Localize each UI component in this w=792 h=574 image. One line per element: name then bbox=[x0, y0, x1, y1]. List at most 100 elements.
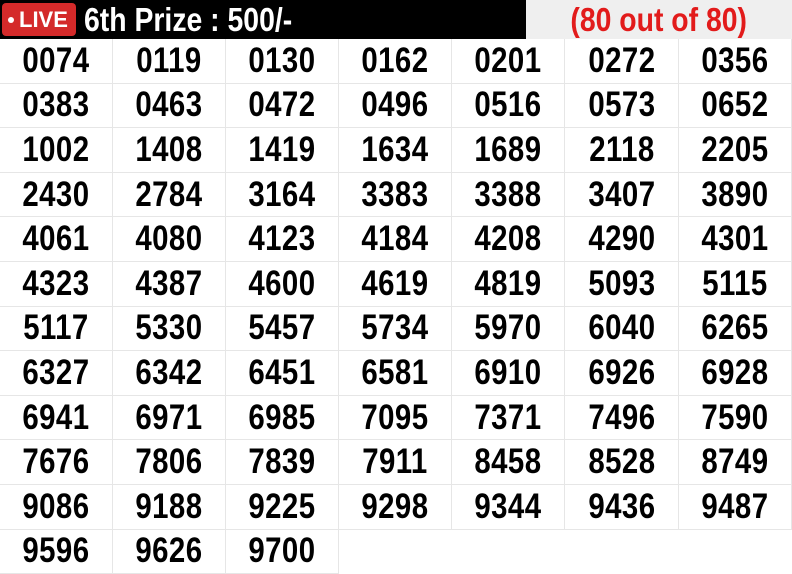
number-cell: 8749 bbox=[678, 440, 792, 485]
number-cell: 4290 bbox=[565, 217, 679, 262]
winning-number: 2784 bbox=[135, 174, 203, 214]
winning-number: 4290 bbox=[587, 219, 656, 259]
winning-number: 4061 bbox=[22, 219, 90, 259]
winning-number: 2118 bbox=[588, 129, 655, 169]
number-cell: 9700 bbox=[226, 529, 340, 574]
number-cell: 0074 bbox=[0, 39, 114, 84]
number-cell: 1002 bbox=[0, 128, 114, 173]
number-cell: 4819 bbox=[452, 261, 566, 307]
winning-number: 6926 bbox=[587, 352, 656, 392]
winning-number: 7496 bbox=[587, 397, 656, 437]
winning-number: 0356 bbox=[701, 40, 769, 80]
number-cell: 9188 bbox=[113, 484, 227, 530]
winning-number: 9626 bbox=[135, 531, 203, 571]
number-cell: 4061 bbox=[0, 217, 114, 262]
winning-number: 9086 bbox=[22, 486, 90, 526]
winning-number: 4301 bbox=[701, 219, 769, 259]
winning-number: 9188 bbox=[135, 486, 203, 526]
winning-number: 6985 bbox=[248, 397, 316, 437]
winning-number: 4600 bbox=[248, 263, 316, 303]
winning-number: 4208 bbox=[474, 219, 542, 259]
number-cell: 6926 bbox=[565, 351, 679, 396]
number-cell: 5093 bbox=[565, 261, 679, 307]
live-dot-icon bbox=[8, 16, 14, 23]
number-cell: 7806 bbox=[113, 440, 227, 485]
number-cell: 6265 bbox=[678, 306, 792, 352]
winning-number: 6451 bbox=[248, 352, 316, 392]
winning-number: 7676 bbox=[22, 442, 90, 482]
winning-number: 6941 bbox=[22, 397, 90, 437]
winning-number: 5734 bbox=[361, 308, 429, 348]
number-cell: 4208 bbox=[452, 217, 566, 262]
number-cell: 9626 bbox=[113, 529, 227, 574]
number-cell: 4387 bbox=[113, 261, 227, 307]
number-cell: 6971 bbox=[113, 395, 227, 441]
number-cell: 6040 bbox=[565, 306, 679, 352]
winning-number: 7095 bbox=[361, 397, 429, 437]
winning-number: 6971 bbox=[135, 397, 203, 437]
winning-number: 4819 bbox=[474, 263, 542, 303]
number-cell: 2784 bbox=[113, 172, 227, 218]
number-cell: 4080 bbox=[113, 217, 227, 262]
winning-number: 7590 bbox=[701, 397, 769, 437]
winning-number: 7839 bbox=[248, 442, 316, 482]
number-cell: 5117 bbox=[0, 306, 114, 352]
winning-number: 9344 bbox=[474, 486, 542, 526]
winning-number: 3388 bbox=[474, 174, 542, 214]
winning-number: 4184 bbox=[361, 219, 429, 259]
number-cell: 4301 bbox=[678, 217, 792, 262]
prize-title: 6th Prize : 500/- bbox=[83, 0, 293, 38]
winning-number: 6040 bbox=[587, 308, 656, 348]
winning-number: 0074 bbox=[22, 40, 90, 80]
number-cell: 5330 bbox=[113, 306, 227, 352]
winning-number: 9700 bbox=[248, 531, 316, 571]
winning-number: 3383 bbox=[361, 174, 429, 214]
winning-number: 6928 bbox=[701, 352, 769, 392]
number-cell: 1634 bbox=[339, 128, 453, 173]
number-cell: 0573 bbox=[565, 83, 679, 129]
number-cell: 6928 bbox=[678, 351, 792, 396]
winning-number: 9596 bbox=[22, 531, 90, 571]
winning-number: 5970 bbox=[474, 308, 542, 348]
number-cell: 6985 bbox=[226, 395, 340, 441]
number-cell: 4619 bbox=[339, 261, 453, 307]
winning-number: 0652 bbox=[701, 85, 769, 125]
number-cell: 6327 bbox=[0, 351, 114, 396]
winning-number: 4123 bbox=[248, 219, 316, 259]
number-cell: 1689 bbox=[452, 128, 566, 173]
number-cell: 6910 bbox=[452, 351, 566, 396]
winning-number: 7911 bbox=[362, 442, 429, 482]
winning-number: 9487 bbox=[701, 486, 769, 526]
number-cell: 9086 bbox=[0, 484, 114, 530]
winning-number: 0496 bbox=[361, 85, 429, 125]
number-cell: 0652 bbox=[678, 83, 792, 129]
winning-number: 4619 bbox=[361, 263, 429, 303]
number-cell: 0119 bbox=[113, 39, 227, 84]
number-cell: 7590 bbox=[678, 395, 792, 441]
number-cell: 1408 bbox=[113, 128, 227, 173]
header-bar: LIVE 6th Prize : 500/- (80 out of 80) bbox=[0, 0, 792, 39]
winning-number: 5093 bbox=[587, 263, 656, 303]
number-cell: 6451 bbox=[226, 351, 340, 396]
winning-number: 6581 bbox=[361, 352, 429, 392]
number-cell: 7839 bbox=[226, 440, 340, 485]
winning-number: 6327 bbox=[22, 352, 90, 392]
numbers-grid: 0074 0119 0130 0162 0201 0272 0356 0383 0463 0472… bbox=[0, 39, 792, 574]
winning-number: 0383 bbox=[22, 85, 90, 125]
number-cell: 2430 bbox=[0, 172, 114, 218]
number-cell: 6581 bbox=[339, 351, 453, 396]
winning-number: 2205 bbox=[701, 129, 769, 169]
number-cell: 6941 bbox=[0, 395, 114, 441]
winning-number: 6265 bbox=[701, 308, 769, 348]
number-cell: 5734 bbox=[339, 306, 453, 352]
winning-number: 0472 bbox=[248, 85, 316, 125]
winning-number: 1408 bbox=[135, 129, 203, 169]
winning-number: 6910 bbox=[474, 352, 542, 392]
winning-number: 0130 bbox=[248, 40, 316, 80]
winning-number: 3164 bbox=[248, 174, 316, 214]
winning-number: 1634 bbox=[361, 129, 429, 169]
winning-number: 1419 bbox=[248, 129, 316, 169]
number-cell: 0463 bbox=[113, 83, 227, 129]
number-cell: 2118 bbox=[565, 128, 679, 173]
number-cell: 9344 bbox=[452, 484, 566, 530]
